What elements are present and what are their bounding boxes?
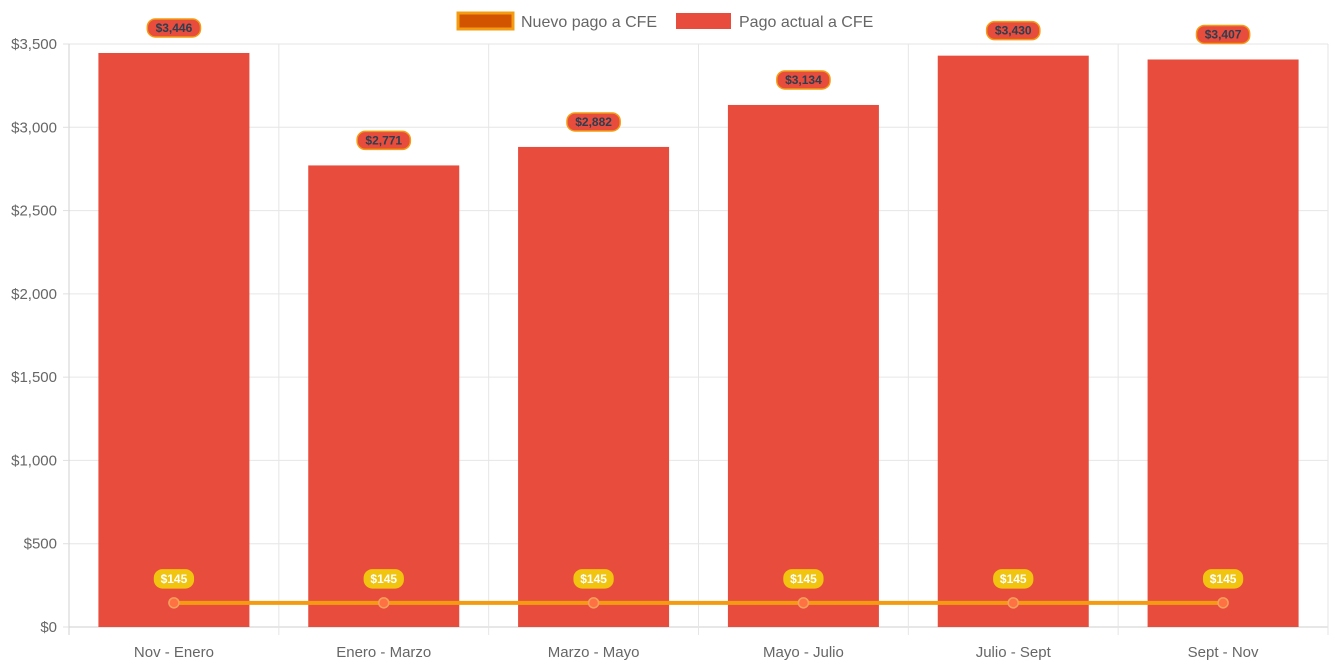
svg-text:$2,882: $2,882: [575, 115, 612, 129]
legend-item-pago-actual[interactable]: Pago actual a CFE: [676, 13, 873, 31]
bar[interactable]: [727, 104, 879, 627]
x-tick-label: Mayo - Julio: [763, 644, 844, 661]
data-labels-layer: $3,446 $2,771 $2,882 $3,134 $3,430 $3,407 $145…: [146, 18, 1251, 589]
svg-text:$2,771: $2,771: [365, 133, 402, 147]
legend-label: Nuevo pago a CFE: [521, 14, 657, 31]
line-value-label: $145: [573, 569, 614, 589]
line-point[interactable]: [168, 597, 180, 609]
line-value-label: $145: [993, 569, 1034, 589]
svg-text:$3,430: $3,430: [995, 24, 1032, 38]
legend[interactable]: Nuevo pago a CFE Pago actual a CFE: [456, 11, 873, 31]
axis-layer: $0 $500 $1,000 $1,500 $2,000 $2,500 $3,000 $3,5…: [11, 36, 1259, 661]
line-value-label: $145: [363, 569, 404, 589]
bar-value-label: $3,430: [985, 20, 1041, 41]
line-point[interactable]: [1007, 597, 1019, 609]
y-tick-label: $2,500: [11, 203, 57, 220]
line-point[interactable]: [1217, 597, 1229, 609]
bar-value-label: $2,882: [566, 112, 621, 132]
svg-text:$145: $145: [1210, 572, 1237, 586]
x-tick-label: Julio - Sept: [976, 644, 1052, 661]
y-tick-label: $1,500: [11, 369, 57, 386]
svg-text:$145: $145: [790, 572, 817, 586]
y-tick-label: $1,000: [11, 452, 57, 469]
bar-value-label: $3,134: [776, 70, 831, 90]
svg-text:$145: $145: [161, 572, 188, 586]
line-value-label: $145: [783, 569, 824, 589]
y-tick-label: $0: [40, 619, 57, 636]
grid-layer: [68, 43, 1329, 635]
bar[interactable]: [98, 52, 250, 627]
svg-text:$145: $145: [370, 572, 397, 586]
line-value-label: $145: [1202, 569, 1244, 589]
line-point[interactable]: [797, 597, 810, 609]
bar[interactable]: [518, 146, 670, 627]
line-point[interactable]: [587, 597, 600, 609]
bar[interactable]: [1147, 59, 1299, 627]
legend-swatch: [456, 11, 515, 31]
bar-value-label: $3,446: [146, 18, 202, 38]
line-value-label: $145: [153, 569, 195, 589]
svg-text:$145: $145: [580, 572, 607, 586]
legend-item-nuevo-pago[interactable]: Nuevo pago a CFE: [456, 11, 657, 31]
y-tick-label: $3,500: [11, 36, 57, 53]
legend-swatch: [676, 13, 731, 29]
legend-label: Pago actual a CFE: [739, 14, 873, 31]
x-tick-label: Marzo - Mayo: [548, 644, 640, 661]
bar-value-label: $3,407: [1195, 24, 1251, 45]
x-tick-label: Enero - Marzo: [336, 644, 431, 661]
y-tick-label: $2,000: [11, 286, 57, 303]
svg-text:$3,407: $3,407: [1205, 27, 1242, 41]
bar-value-label: $2,771: [356, 130, 412, 151]
line-point[interactable]: [378, 597, 390, 609]
bars-layer: [98, 52, 1299, 628]
bar[interactable]: [937, 55, 1089, 628]
x-tick-label: Nov - Enero: [134, 644, 214, 661]
svg-text:$145: $145: [1000, 572, 1027, 586]
svg-text:$3,446: $3,446: [156, 21, 193, 35]
bar[interactable]: [308, 165, 460, 627]
y-tick-label: $500: [24, 536, 57, 553]
x-tick-label: Sept - Nov: [1188, 644, 1259, 661]
y-tick-label: $3,000: [11, 119, 57, 136]
svg-text:$3,134: $3,134: [785, 73, 822, 87]
line-layer: [168, 597, 1229, 609]
